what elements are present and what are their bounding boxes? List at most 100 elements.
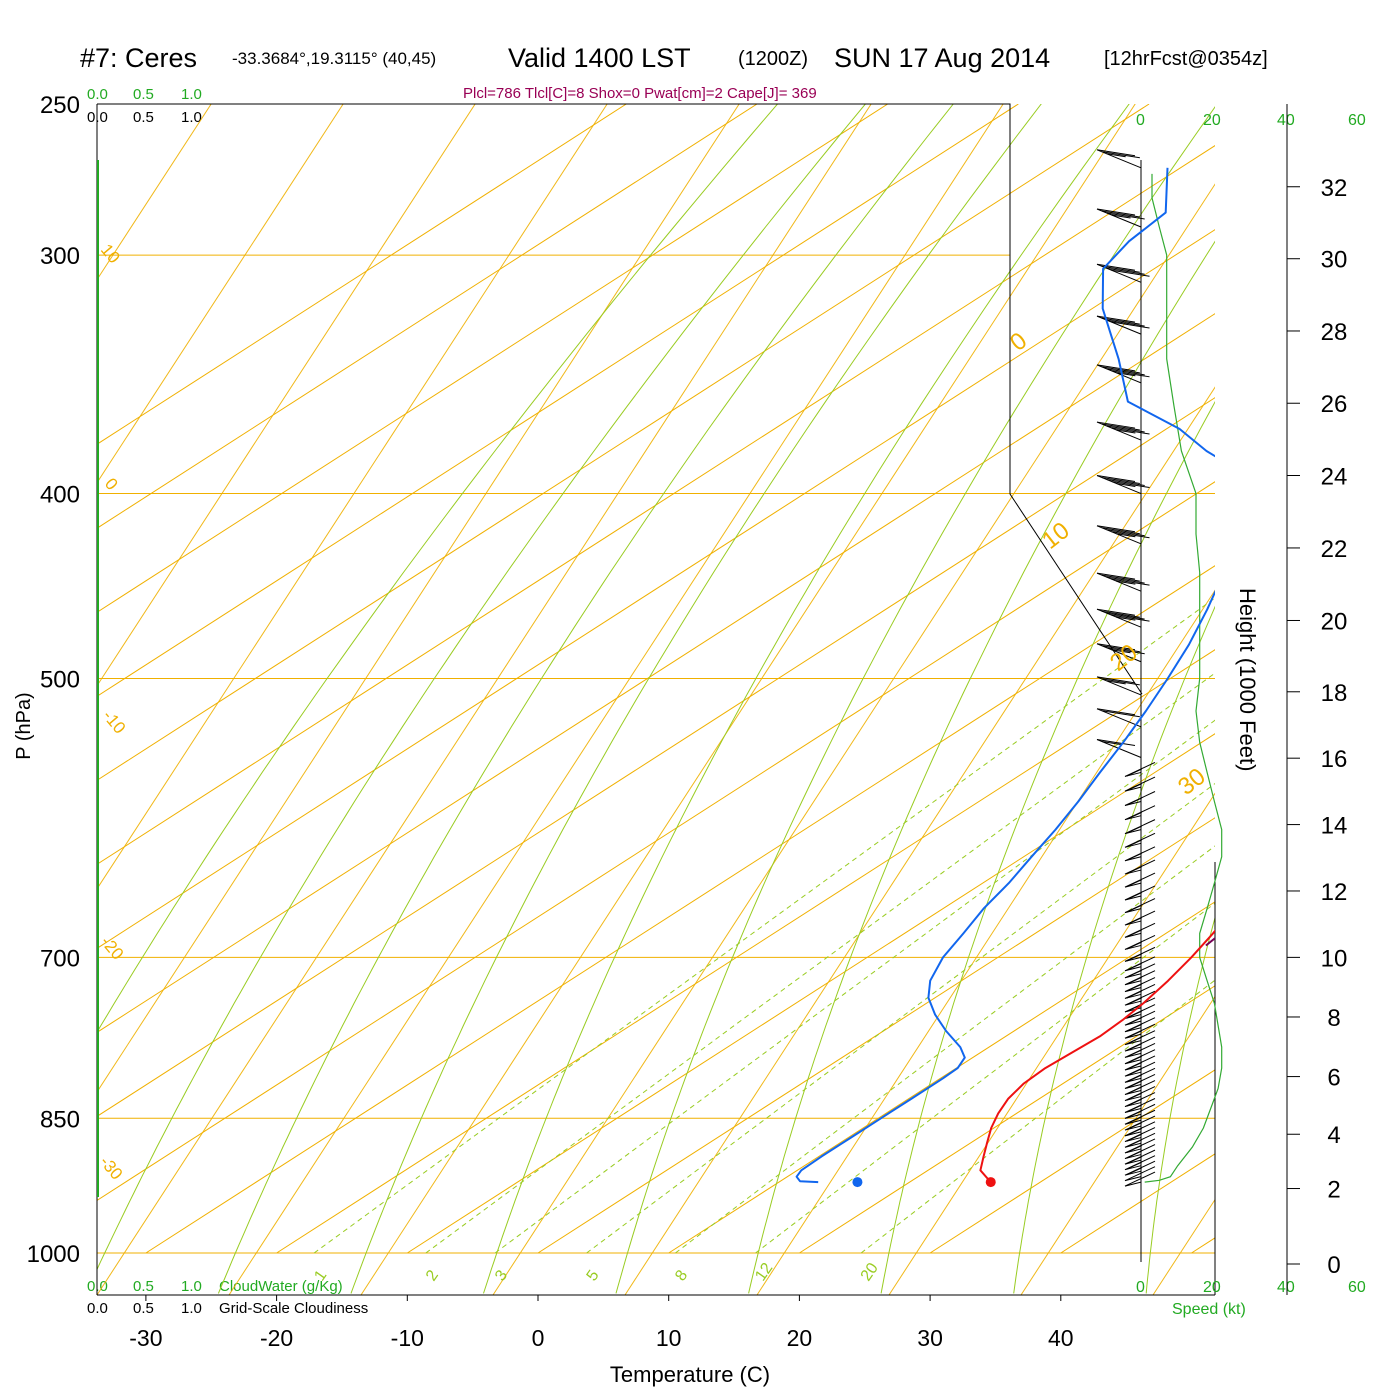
wind-panel: 0 20 40 60 0 20 40 60 Speed (kt) [1136, 112, 1366, 1318]
cloudiness-tick: 0.5 [133, 109, 154, 126]
speed-axis-label: Speed (kt) [1172, 1301, 1246, 1318]
chart-title-zulu: (1200Z) [738, 48, 808, 70]
wind-barb-flag [1126, 1062, 1142, 1070]
plot-frame [96, 103, 1216, 1296]
wind-barb-flag [1106, 576, 1145, 584]
dry-adiabat [615, 106, 1215, 1294]
isotherm [97, 104, 627, 445]
wind-barb-flag [1101, 477, 1140, 485]
wind-barb-flag [1126, 1156, 1142, 1165]
height-tick-label: 18 [1321, 680, 1348, 707]
wind-barb-flag [1111, 578, 1150, 586]
wind-barb [1096, 676, 1142, 696]
isobar-lines [97, 103, 1215, 1254]
wind-barb-staff [1096, 708, 1142, 728]
isotherm-label: 0 [1005, 327, 1032, 357]
wind-barb-flag [1126, 1167, 1142, 1176]
chart-title-forecast: [12hrFcst@0354z] [1104, 48, 1268, 70]
wind-barb [1124, 1067, 1156, 1083]
cloud-scale-bottom: 0.0 0.5 1.0 CloudWater (g/Kg) 0.0 0.5 1.… [87, 1278, 368, 1317]
temperature-axis: -30 -20 -10 0 10 20 30 40 [129, 1295, 1074, 1351]
speed-tick: 40 [1277, 112, 1295, 129]
cloudiness-tick: 1.0 [181, 1300, 202, 1317]
chart-title-valid: Valid 1400 LST [508, 43, 691, 73]
wind-barb [1124, 983, 1156, 999]
chart-title-coords: -33.3684°,19.3115° (40,45) [232, 49, 436, 68]
wind-barb-flag [1106, 680, 1126, 685]
wind-barb-flag [1106, 612, 1145, 620]
cloudwater-tick: 0.0 [87, 86, 108, 103]
wind-barb-flag [1126, 1023, 1142, 1032]
wind-barb-staff [1096, 643, 1142, 663]
pressure-axis: 250 300 400 500 700 850 1000 [27, 92, 80, 1268]
speed-tick: 40 [1277, 1279, 1295, 1296]
isotherm-guide [97, 104, 740, 1093]
mixing-ratio-line [586, 782, 1215, 1254]
isotherm-guide [624, 386, 1215, 1295]
wind-barb-staff [1096, 475, 1142, 495]
wind-barb-flag [1124, 1166, 1156, 1182]
wind-barb-staff [1096, 572, 1142, 592]
wind-barb [1096, 475, 1150, 495]
isotherm-label: 10 [1037, 517, 1075, 555]
wind-barb [1124, 922, 1156, 938]
wind-barb [1124, 898, 1156, 914]
dry-adiabat [97, 104, 867, 1271]
pressure-tick-label: 400 [40, 482, 80, 509]
wind-barb-flag [1126, 929, 1142, 938]
dry-adiabat [748, 240, 1215, 1294]
wind-barb-flag [1101, 710, 1140, 718]
wind-barb [1124, 1132, 1156, 1148]
wind-barb [1124, 761, 1156, 777]
height-tick-label: 8 [1327, 1005, 1340, 1032]
dry-adiabat [350, 104, 1042, 1294]
wind-barb [1124, 977, 1156, 993]
pressure-tick-label: 850 [40, 1106, 80, 1133]
wind-barb-staff [1096, 608, 1142, 628]
wind-barb-flag [1126, 1055, 1142, 1064]
dry-adiabat [1013, 605, 1215, 1294]
wind-barb-flag [1126, 1036, 1142, 1045]
wind-barb-flag [1111, 269, 1150, 277]
dry-adiabat [217, 104, 954, 1294]
wind-barb-flag [1126, 892, 1142, 900]
wind-barb-flag [1101, 678, 1140, 686]
wind-barb-flag [1126, 1133, 1142, 1142]
height-tick-label: 12 [1321, 879, 1348, 906]
isotherm-label: -20 [97, 932, 127, 963]
wind-barb-flag [1096, 263, 1136, 271]
wind-barb [1124, 1171, 1156, 1187]
wind-barb-flag [1096, 208, 1136, 216]
wind-barb-flag [1126, 1127, 1142, 1136]
wind-barb-flag [1111, 214, 1131, 219]
cloudwater-tick: 0.5 [133, 86, 154, 103]
wind-barb [1096, 421, 1150, 441]
wind-barb-flag [1126, 917, 1142, 926]
sounding-traces [795, 167, 1215, 1188]
wind-barb-flag [1101, 610, 1140, 618]
wind-barb [1124, 910, 1156, 926]
isotherm-guide [97, 104, 608, 890]
wind-barb [1124, 963, 1156, 979]
wind-barb [1096, 149, 1142, 169]
wind-barb-flag [1096, 149, 1136, 157]
wind-barb-flag [1126, 1098, 1142, 1107]
wind-barb [1096, 572, 1150, 592]
wind-barb [1096, 608, 1150, 628]
wind-barb-flag [1126, 990, 1142, 999]
wind-barb [1124, 859, 1156, 875]
height-tick-label: 32 [1321, 175, 1348, 202]
dry-adiabat [1145, 915, 1215, 1294]
dry-adiabat [483, 104, 1130, 1294]
wind-barb-flag [1101, 210, 1140, 218]
wind-barb [1124, 1080, 1156, 1096]
temperature-trace [979, 929, 1215, 1183]
speed-tick: 20 [1203, 1279, 1221, 1296]
wind-barb-flag [1126, 1017, 1142, 1026]
wind-speed-profile [1144, 173, 1223, 1183]
temperature-tick-label: -10 [391, 1325, 424, 1351]
wind-barb-flag [1126, 904, 1142, 913]
isotherm [537, 817, 1215, 1254]
height-tick-label: 20 [1321, 608, 1348, 635]
wind-barb-flag [1101, 317, 1140, 325]
